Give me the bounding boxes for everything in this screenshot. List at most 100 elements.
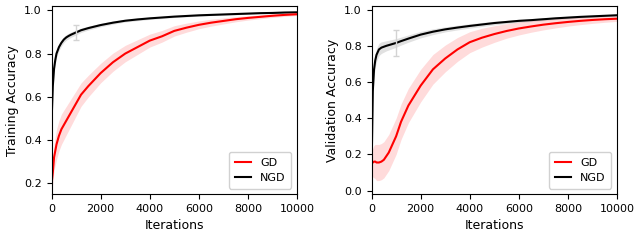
NGD [478,23,486,26]
GD [515,27,523,30]
GD [158,35,166,38]
NGD [454,26,461,29]
NGD [182,15,190,17]
GD [429,68,436,71]
GD [67,111,75,114]
GD [146,39,154,42]
NGD [404,37,412,40]
GD [442,57,449,60]
Line: GD: GD [52,14,297,183]
NGD [49,85,57,88]
NGD [65,35,72,37]
GD [385,151,392,154]
NGD [383,45,390,47]
X-axis label: Iterations: Iterations [465,219,524,233]
GD [390,140,397,143]
NGD [109,21,116,24]
NGD [281,11,289,14]
NGD [55,46,63,49]
NGD [256,12,264,15]
NGD [146,17,154,20]
NGD [63,36,70,39]
NGD [375,48,383,51]
GD [134,46,141,49]
NGD [417,33,424,36]
GD [378,160,385,163]
NGD [564,16,572,19]
NGD [392,41,400,44]
GD [397,120,405,123]
GD [182,26,190,29]
GD [48,182,56,185]
Line: GD: GD [372,19,617,164]
NGD [58,41,65,44]
NGD [51,59,59,61]
GD [220,20,227,22]
GD [232,18,239,21]
NGD [170,15,178,18]
GD [564,20,572,23]
Y-axis label: Validation Accuracy: Validation Accuracy [326,39,339,162]
NGD [613,14,621,17]
NGD [50,67,58,70]
NGD [207,14,215,16]
NGD [244,12,252,15]
GD [478,36,486,39]
GD [454,48,461,51]
NGD [48,119,56,122]
NGD [601,14,609,17]
NGD [77,29,85,32]
GD [55,134,63,137]
NGD [442,28,449,31]
NGD [70,32,77,35]
NGD [552,17,559,20]
GD [269,14,276,17]
GD [65,115,72,118]
GD [368,162,376,165]
GD [256,15,264,18]
NGD [67,33,75,36]
GD [77,93,85,96]
GD [63,119,70,122]
GD [370,160,378,163]
NGD [397,40,405,43]
Legend: GD, NGD: GD, NGD [229,152,291,188]
NGD [122,19,129,22]
NGD [372,54,380,56]
NGD [220,13,227,16]
GD [207,21,215,24]
GD [502,30,510,32]
NGD [84,27,92,30]
GD [380,158,388,161]
NGD [527,19,535,22]
NGD [368,166,376,169]
GD [371,160,379,163]
GD [589,19,596,21]
GD [527,25,535,28]
GD [552,22,559,25]
GD [50,156,58,159]
NGD [293,11,301,14]
NGD [385,44,392,47]
GD [392,135,400,138]
GD [613,17,621,20]
GD [244,16,252,19]
GD [490,33,498,35]
GD [109,61,116,64]
NGD [387,43,395,46]
NGD [515,20,523,22]
GD [293,13,301,16]
NGD [158,16,166,19]
NGD [429,30,436,33]
NGD [589,15,596,18]
NGD [390,42,397,45]
GD [49,171,57,174]
NGD [134,18,141,21]
NGD [380,45,388,48]
Line: NGD: NGD [52,12,297,121]
NGD [502,20,510,23]
GD [404,104,412,107]
Y-axis label: Training Accuracy: Training Accuracy [6,45,19,156]
GD [70,106,77,109]
GD [383,155,390,158]
